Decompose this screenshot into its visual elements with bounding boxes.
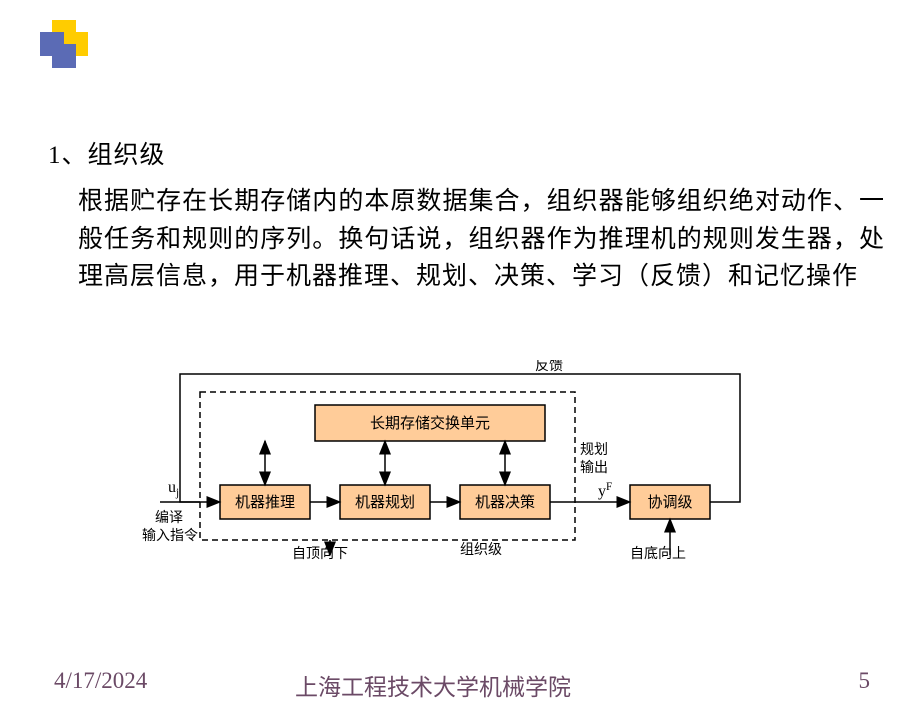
slide-content: 1、组织级 根据贮存在长期存储内的本原数据集合，组织器能够组织绝对动作、一般任务… <box>48 135 885 296</box>
footer-page-number: 5 <box>859 668 871 694</box>
svg-text:输入指令: 输入指令 <box>142 528 198 544</box>
svg-text:长期存储交换单元: 长期存储交换单元 <box>370 414 490 432</box>
svg-text:协调级: 协调级 <box>647 494 692 511</box>
svg-text:机器规划: 机器规划 <box>355 494 415 511</box>
svg-text:yF: yF <box>598 481 612 500</box>
svg-text:规划: 规划 <box>580 442 608 458</box>
section-heading: 1、组织级 <box>48 135 885 171</box>
footer-date: 4/17/2024 <box>54 668 147 694</box>
svg-text:编译: 编译 <box>155 510 183 526</box>
svg-text:自底向上: 自底向上 <box>630 546 686 562</box>
footer-organization: 上海工程技术大学机械学院 <box>295 668 571 702</box>
svg-text:组织级: 组织级 <box>460 542 502 558</box>
flowchart-diagram: 长期存储交换单元机器推理 机器规划 机器决策 协调级 uj 编译输入指令 反馈规划输出 yF 自… <box>130 360 790 590</box>
svg-text:自顶向下: 自顶向下 <box>292 546 348 562</box>
svg-text:输出: 输出 <box>580 460 608 476</box>
logo-square <box>52 44 76 68</box>
svg-text:机器决策: 机器决策 <box>475 494 535 511</box>
svg-text:反馈: 反馈 <box>535 360 563 374</box>
slide-logo <box>40 20 94 74</box>
svg-text:机器推理: 机器推理 <box>235 494 295 511</box>
body-paragraph: 根据贮存在长期存储内的本原数据集合，组织器能够组织绝对动作、一般任务和规则的序列… <box>48 183 885 296</box>
svg-text:uj: uj <box>168 479 179 499</box>
